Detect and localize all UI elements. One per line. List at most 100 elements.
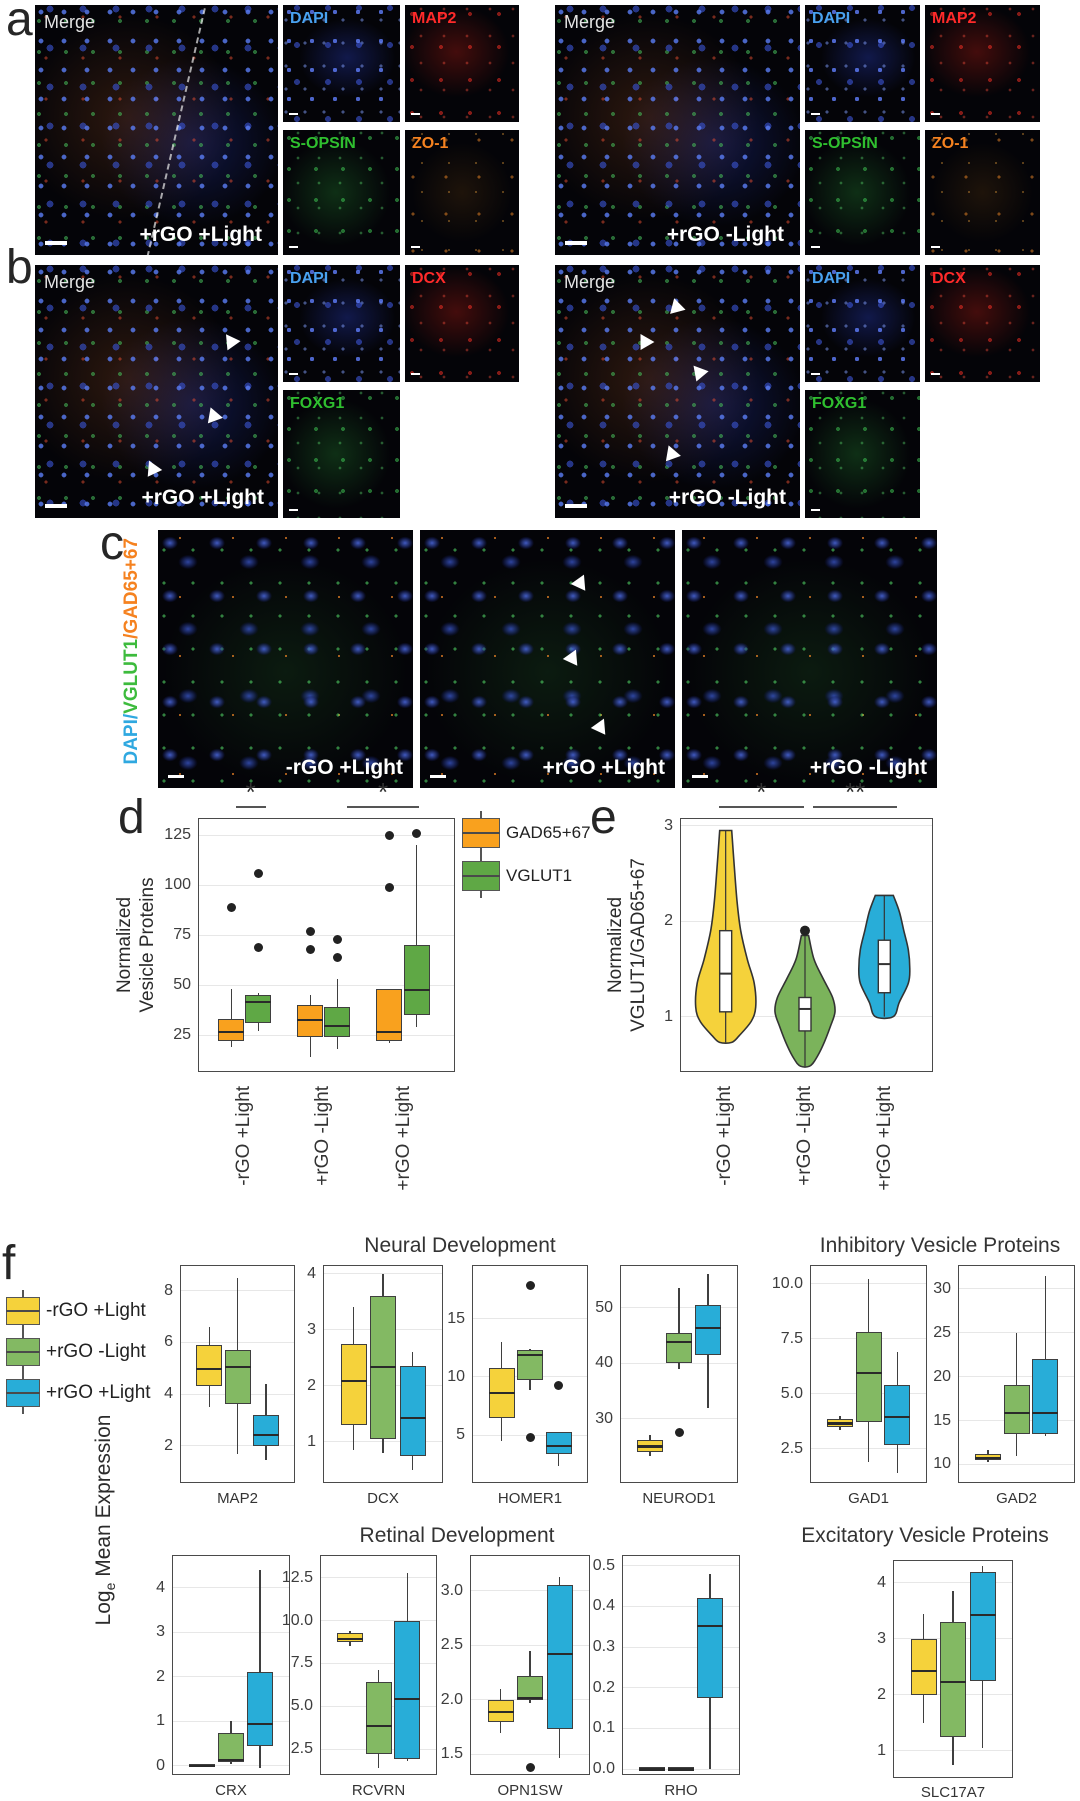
gridline	[623, 1646, 739, 1648]
legend-item-vglut1: VGLUT1	[462, 861, 572, 891]
condition-label: +rGO +Light	[542, 756, 665, 779]
boxplot-box	[969, 1571, 996, 1681]
gridline	[173, 1765, 289, 1767]
gene-label-homer1: HOMER1	[497, 1490, 563, 1507]
y-tick-label: 0.0	[592, 1760, 615, 1778]
y-tick-label: 4	[877, 1573, 886, 1591]
scale-bar	[565, 241, 587, 245]
median-line	[969, 1613, 996, 1616]
boxplot-box	[697, 1598, 723, 1698]
boxplot-box	[695, 1304, 721, 1355]
outlier-dot	[412, 828, 421, 838]
gridline	[621, 1418, 737, 1420]
median-line	[297, 1019, 324, 1022]
median-line	[399, 1416, 426, 1419]
gridline	[681, 920, 932, 922]
panel-e-x-label-2: +rGO -Light	[794, 1086, 815, 1186]
boxplot-opn1sw: 1.5 2.0 2.5 3.0	[441, 1555, 590, 1775]
legend-swatch	[6, 1297, 40, 1325]
outlier-dot	[305, 926, 315, 936]
gridline	[173, 1631, 289, 1633]
boxplot-box	[218, 1019, 245, 1041]
scale-bar	[289, 112, 298, 115]
gridline	[959, 1463, 1074, 1465]
panel-b-letter: b	[6, 241, 33, 294]
median-line	[517, 1353, 543, 1356]
scale-bar	[45, 241, 67, 245]
median-line	[637, 1445, 663, 1448]
section-title-retinal-development: Retinal Development	[359, 1524, 555, 1547]
significance-bar	[718, 806, 804, 808]
boxplot-gad1: 2.5 5.0 7.5 10.0	[772, 1265, 927, 1483]
legend-swatch	[462, 861, 500, 891]
arrowhead-icon	[591, 715, 612, 736]
panel-b-dcx-image-1: DCX	[405, 265, 519, 382]
merge-label: Merge	[564, 12, 616, 32]
median-line	[546, 1653, 573, 1656]
scale-bar	[811, 112, 820, 115]
y-tick-label: 12.5	[281, 1568, 313, 1586]
scale-bar	[411, 372, 420, 375]
violin-canvas	[694, 829, 911, 1068]
panel-d-x-label-3: +rGO +Light	[393, 1086, 414, 1191]
y-tick-label: 25	[933, 1323, 951, 1341]
y-tick-label: 2.0	[440, 1690, 463, 1708]
panel-b-dapi-image-2: DAPI	[805, 265, 920, 382]
y-tick-label: 4	[307, 1264, 316, 1282]
median-line	[488, 1392, 515, 1395]
scale-bar	[411, 112, 420, 115]
panel-a-sopsin-image-1: S-OPSIN	[283, 130, 400, 255]
gridline	[471, 1753, 589, 1755]
boxplot-box	[1032, 1359, 1059, 1434]
median-line	[974, 1456, 1001, 1460]
gridline	[471, 1590, 589, 1592]
gridline	[173, 1587, 289, 1589]
y-tick-label: 1	[156, 1712, 165, 1730]
y-label-line: Normalized	[605, 896, 626, 994]
gene-label-rcvrn: RCVRN	[351, 1782, 406, 1799]
scale-bar	[289, 508, 298, 511]
median-line	[1032, 1411, 1059, 1414]
y-tick-label: 7.5	[290, 1654, 313, 1672]
median-line	[826, 1422, 853, 1425]
arrowhead-icon	[219, 329, 241, 351]
boxplot-gad2: 10 15 20 25 30	[933, 1265, 1075, 1483]
panel-e-x-label-3: +rGO +Light	[874, 1086, 895, 1191]
condition-label: +rGO +Light	[141, 486, 264, 509]
arrowhead-icon	[660, 442, 681, 461]
boxplot-box	[224, 1350, 251, 1405]
legend-median-line	[462, 874, 500, 877]
outlier-dot	[226, 902, 236, 912]
gridline	[199, 934, 454, 936]
y-tick-label: 4	[156, 1578, 165, 1596]
boxplot-box	[340, 1343, 367, 1425]
panel-a-dapi-image-1: DAPI	[283, 5, 400, 122]
median-line	[695, 1327, 721, 1330]
gridline	[321, 1577, 436, 1579]
y-tick-label: 2	[664, 912, 673, 930]
boxplot-box	[196, 1344, 223, 1387]
arrowhead-icon	[563, 645, 584, 666]
panel-b-dcx-image-2: DCX	[925, 265, 1040, 382]
median-line	[545, 1444, 572, 1447]
legend-item-plus-rgo-plus-light: +rGO +Light	[6, 1379, 151, 1407]
gridline	[321, 1662, 436, 1664]
y-tick-label: 0.1	[592, 1719, 615, 1737]
panel-a-merge-image-1: Merge +rGO +Light	[35, 5, 278, 255]
y-tick-label: 8	[164, 1281, 173, 1299]
scale-bar	[931, 112, 940, 115]
median-line	[252, 1434, 279, 1437]
boxplot-rho: 0.0 0.1 0.2 0.3 0.4 0.5	[593, 1555, 740, 1777]
gridline	[623, 1605, 739, 1607]
whisker-line	[1044, 1275, 1046, 1437]
arrowhead-icon	[142, 457, 163, 477]
arrowhead-icon	[203, 404, 224, 423]
gene-label-dcx: DCX	[367, 1490, 399, 1507]
median-line	[218, 1031, 245, 1034]
scale-bar	[811, 245, 820, 248]
y-tick-label: 125	[164, 826, 191, 843]
boxplot-crx: 0 1 2 3 4	[156, 1555, 290, 1775]
y-tick-label: 0	[156, 1756, 165, 1774]
channel-label: FOXG1	[812, 395, 867, 412]
